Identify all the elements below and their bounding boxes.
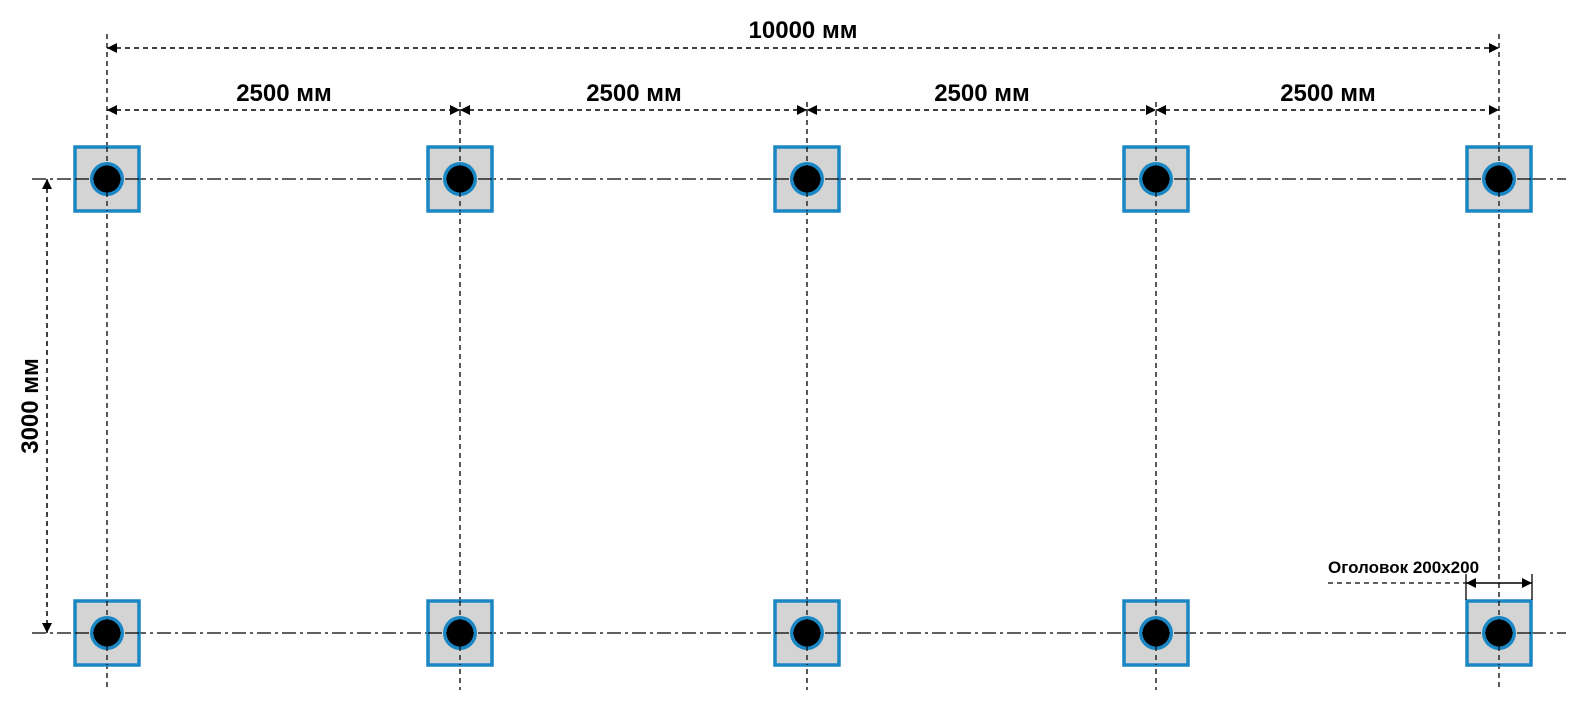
pile-top-5 [1465, 145, 1533, 213]
span-label-3: 2500 мм [934, 80, 1030, 107]
piles [73, 145, 1533, 667]
width-dimension-label: 3000 мм [17, 358, 44, 454]
column-axes [106, 34, 1500, 690]
pile-top-3 [773, 145, 841, 213]
pile-bottom-2 [426, 599, 494, 667]
pile-bottom-1 [73, 599, 141, 667]
width-dimension: 3000 мм [17, 179, 52, 633]
pile-top-2 [426, 145, 494, 213]
span-label-4: 2500 мм [1280, 80, 1376, 107]
cap-note-label: Оголовок 200х200 [1328, 558, 1479, 577]
pile-bottom-5 [1465, 599, 1533, 667]
total-dimension-label: 10000 мм [749, 17, 858, 44]
pile-bottom-3 [773, 599, 841, 667]
axis-lines [32, 178, 1566, 634]
pile-top-4 [1122, 145, 1190, 213]
cap-note: Оголовок 200х200 [1328, 558, 1533, 600]
pile-bottom-4 [1122, 599, 1190, 667]
total-dimension: 10000 мм [107, 17, 1499, 53]
span-dimensions: 2500 мм 2500 мм 2500 мм 2500 мм [107, 80, 1499, 115]
pile-top-1 [73, 145, 141, 213]
span-label-2: 2500 мм [586, 80, 682, 107]
span-label-1: 2500 мм [236, 80, 332, 107]
